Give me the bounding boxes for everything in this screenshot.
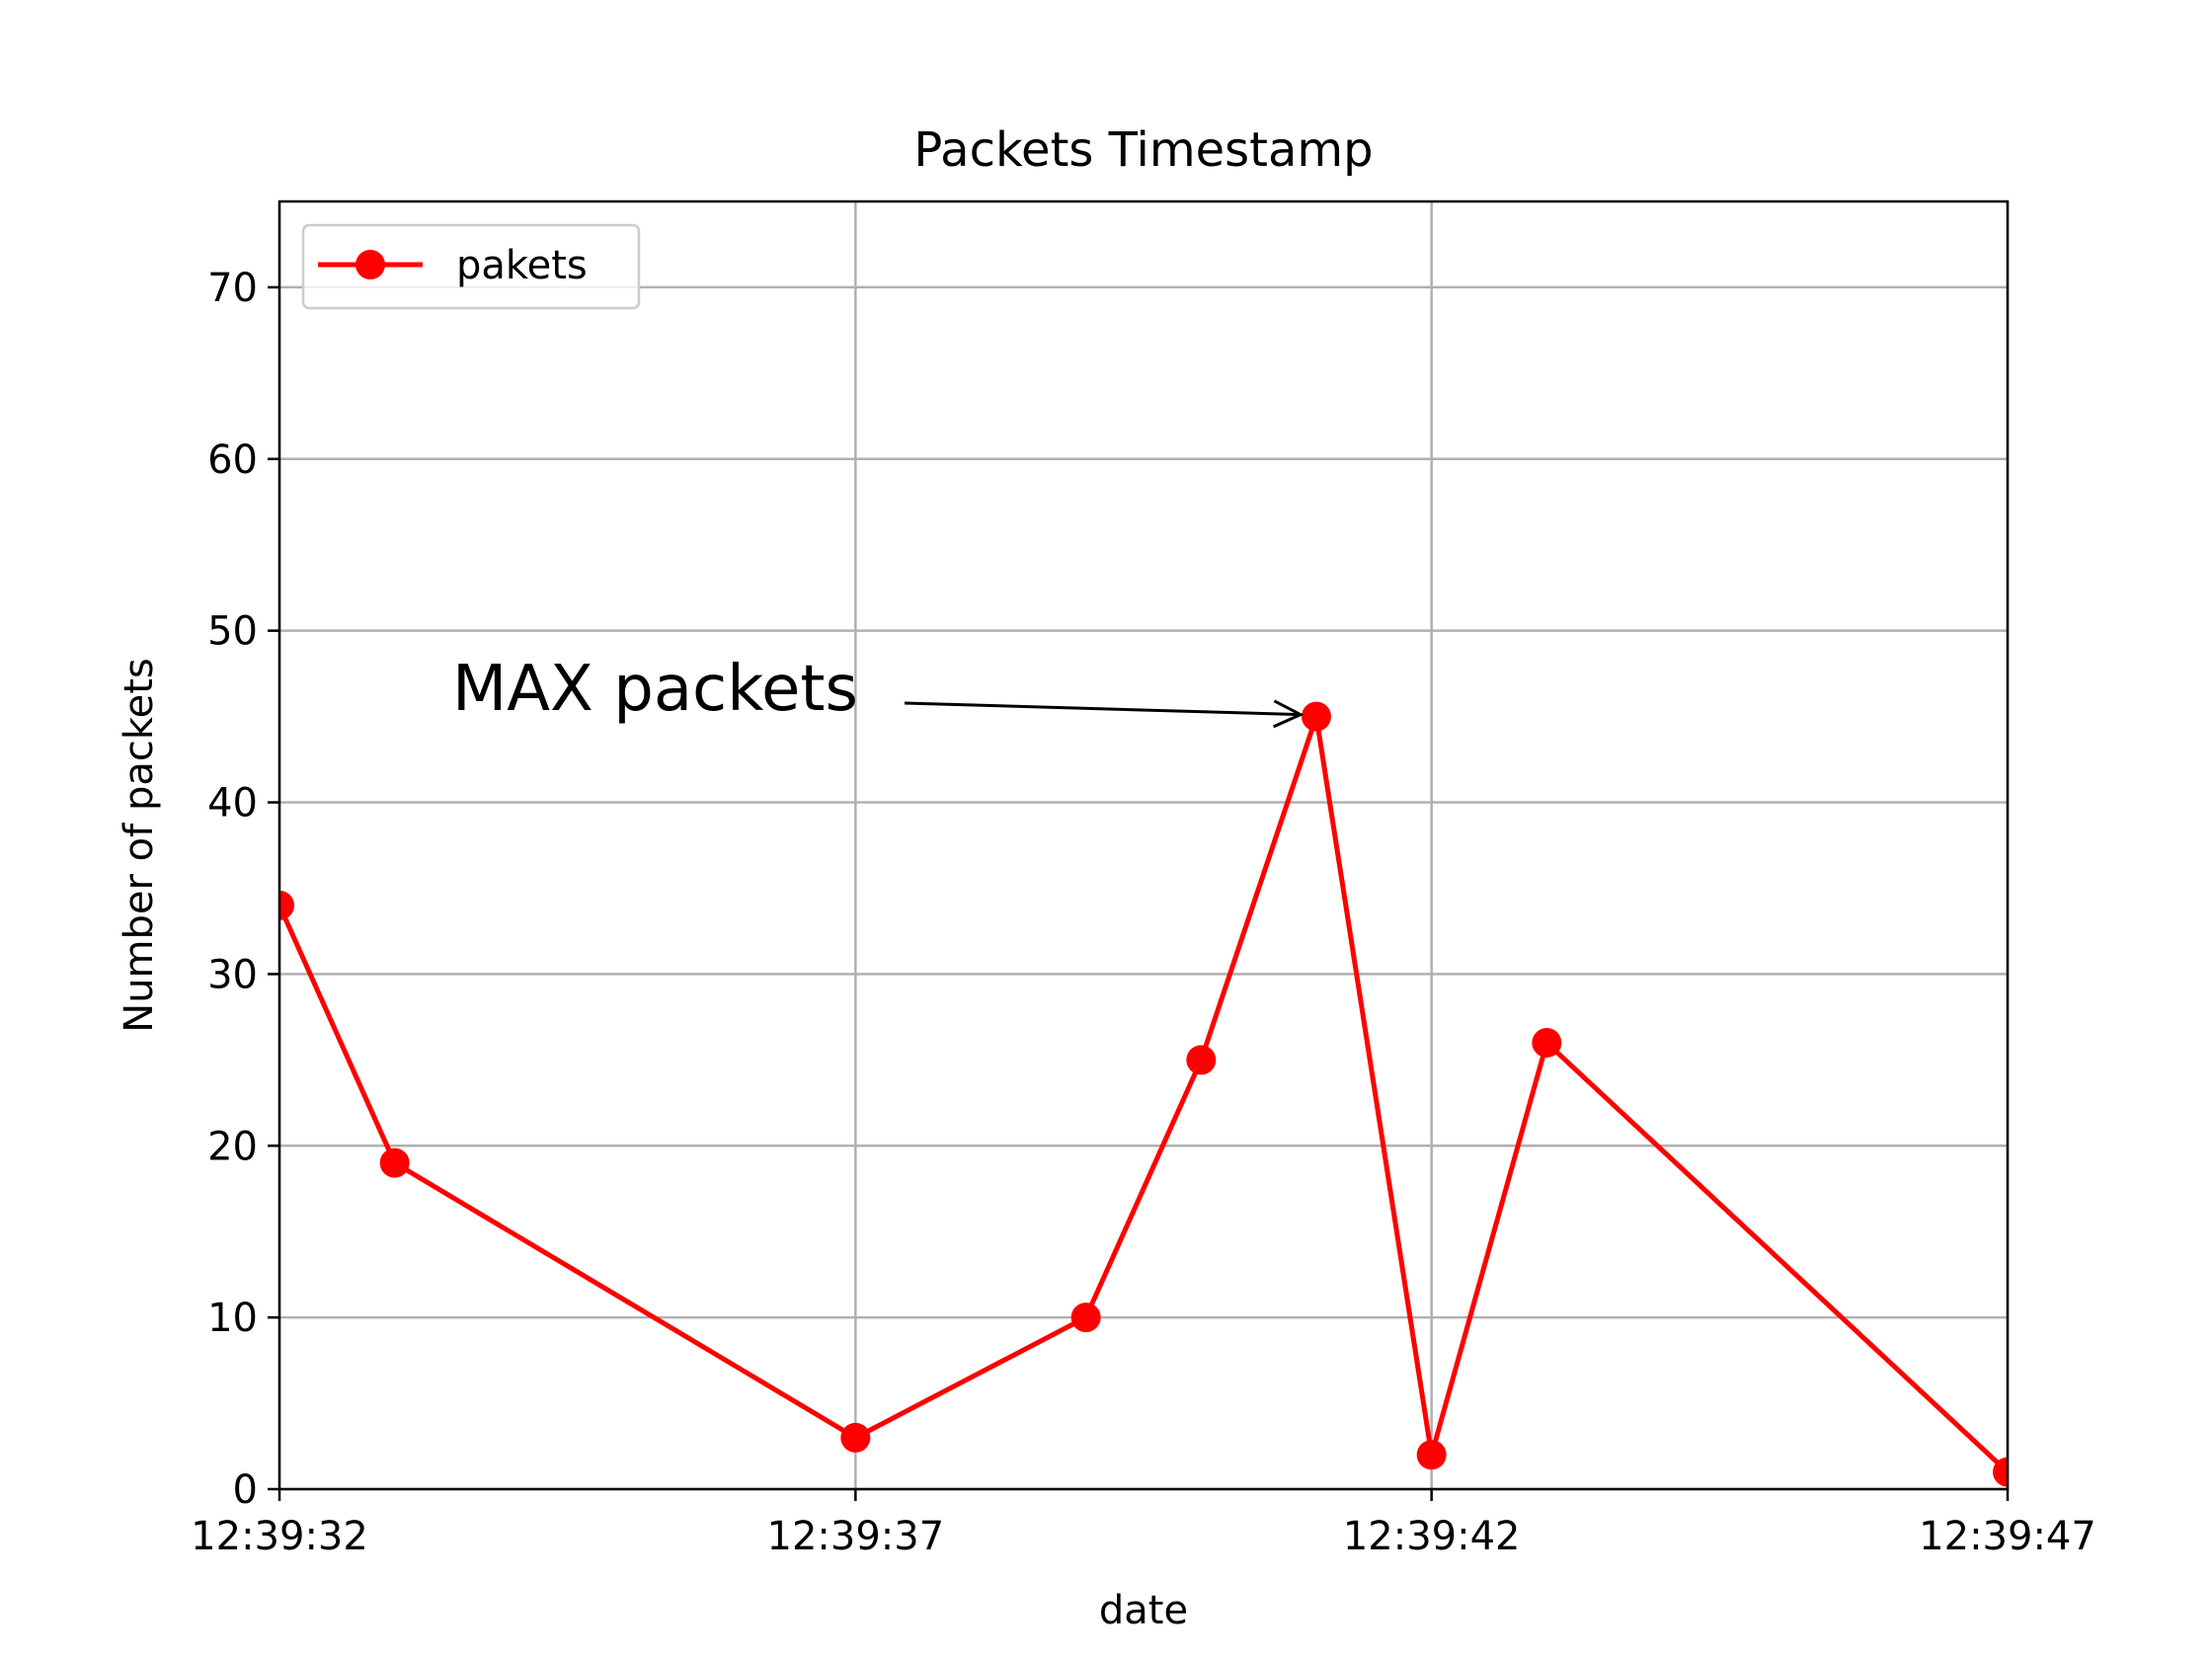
x-tick-label: 12:39:42	[1343, 1514, 1521, 1559]
data-point	[279, 890, 294, 920]
axis-ticks: 12:39:32 12:39:37 12:39:42 12:39:47 0 10 20 30 4…	[191, 266, 2096, 1559]
plot-frame	[277, 199, 2010, 1491]
y-tick-label: 60	[207, 437, 258, 483]
x-tick-label: 12:39:37	[767, 1514, 945, 1559]
data-point	[379, 1147, 410, 1178]
y-axis-label: Number of packets	[117, 658, 162, 1032]
data-point	[1070, 1303, 1101, 1333]
data-point	[1186, 1045, 1217, 1075]
annotation-layer: MAX packets	[452, 653, 1304, 729]
legend-label: pakets	[456, 243, 588, 288]
y-tick-label: 50	[207, 609, 258, 655]
annotation-text: MAX packets	[452, 653, 858, 726]
data-point	[840, 1422, 871, 1453]
y-tick-label: 70	[207, 266, 258, 311]
series-layer	[279, 701, 2008, 1487]
x-tick-label: 12:39:47	[1919, 1514, 2096, 1559]
annotation-arrow	[904, 701, 1302, 717]
data-point	[1532, 1027, 1562, 1058]
y-tick-label: 0	[233, 1467, 258, 1513]
data-point	[1993, 1457, 2008, 1487]
y-tick-label: 10	[207, 1296, 258, 1341]
data-point	[1302, 701, 1331, 732]
annotation-arrowhead	[1273, 699, 1304, 729]
chart-title: Packets Timestamp	[913, 122, 1373, 178]
y-tick-label: 20	[207, 1124, 258, 1169]
data-point	[1416, 1440, 1447, 1470]
legend-box	[301, 223, 641, 310]
y-tick-label: 40	[207, 781, 258, 827]
legend: pakets	[301, 223, 641, 310]
x-axis-label: date	[1099, 1588, 1188, 1633]
y-tick-label: 30	[207, 952, 258, 997]
x-tick-label: 12:39:32	[191, 1514, 368, 1559]
legend-marker	[356, 250, 385, 279]
grid-lines	[277, 201, 2010, 1491]
